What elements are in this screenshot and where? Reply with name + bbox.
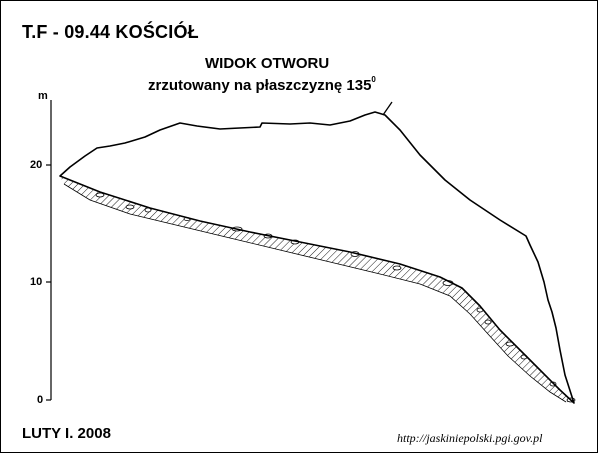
cave-title: T.F - 09.44 KOŚCIÓŁ: [22, 22, 199, 42]
leader-line: [382, 101, 393, 116]
floor-hatching: [60, 176, 574, 403]
view-subtitle: zrzutowany na płaszczyznę 1350: [148, 75, 376, 94]
floor-pebbles: [95, 192, 576, 403]
view-title: WIDOK OTWORU: [205, 55, 330, 72]
degree-superscript: 0: [371, 75, 376, 84]
axis-unit-label: m: [38, 90, 48, 102]
tick-label-10: 10: [30, 276, 43, 288]
floor-lower-edge: [63, 183, 567, 403]
tick-label-0: 0: [37, 394, 44, 406]
cave-opening-outline: [59, 111, 575, 404]
survey-date: LUTY I. 2008: [22, 425, 111, 442]
source-url: http://jaskiniepolski.pgi.gov.pl: [397, 431, 543, 445]
tick-label-20: 20: [30, 159, 43, 171]
view-subtitle-text: zrzutowany na płaszczyznę 135: [148, 77, 372, 94]
